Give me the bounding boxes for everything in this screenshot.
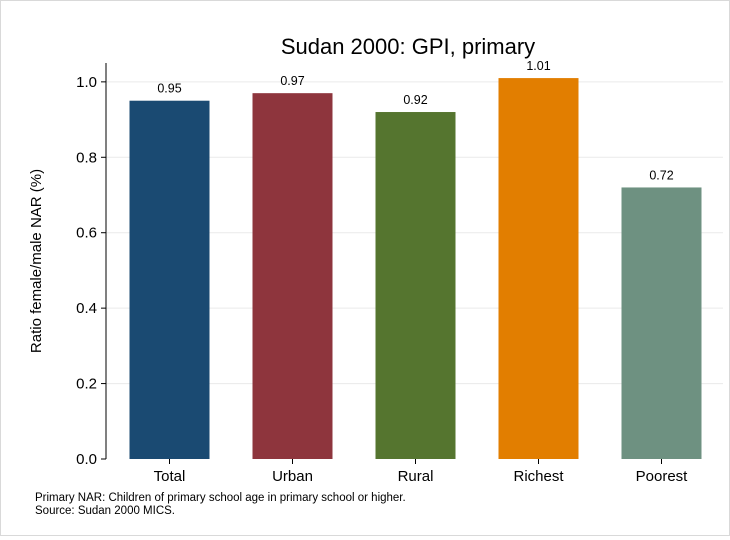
bar-rural: [375, 112, 456, 460]
bar-value-labels: 0.95 0.97 0.92 1.01 0.72: [157, 59, 673, 182]
x-axis-ticks: Total Urban Rural Richest Poorest: [154, 459, 689, 485]
bar-value-label: 0.95: [157, 82, 181, 96]
bar-urban: [252, 93, 333, 460]
bars: [129, 78, 702, 460]
footnote-definition: Primary NAR: Children of primary school …: [35, 492, 406, 504]
bar-value-label: 0.72: [649, 168, 673, 182]
bar-total: [129, 100, 210, 459]
y-tick-label: 0.4: [76, 300, 97, 317]
x-tick-label: Rural: [398, 468, 434, 485]
bar-value-label: 0.97: [280, 74, 304, 88]
y-axis-label: Ratio female/male NAR (%): [28, 169, 45, 353]
y-tick-label: 0.6: [76, 225, 97, 242]
x-tick-label: Total: [154, 468, 186, 485]
y-tick-label: 0.8: [76, 149, 97, 166]
y-tick-label: 1.0: [76, 74, 97, 91]
bar-poorest: [621, 187, 702, 459]
bar-value-label: 0.92: [403, 93, 427, 107]
bar-richest: [498, 78, 579, 459]
x-tick-label: Poorest: [636, 468, 689, 485]
bar-value-label: 1.01: [526, 59, 550, 73]
y-axis-ticks: 0.0 0.2 0.4 0.6 0.8 1.0: [76, 74, 106, 468]
x-tick-label: Urban: [272, 468, 313, 485]
x-tick-label: Richest: [513, 468, 564, 485]
footnote-source: Source: Sudan 2000 MICS.: [35, 505, 175, 517]
y-tick-label: 0.2: [76, 376, 97, 393]
y-tick-label: 0.0: [76, 451, 97, 468]
chart-title: Sudan 2000: GPI, primary: [281, 34, 535, 59]
